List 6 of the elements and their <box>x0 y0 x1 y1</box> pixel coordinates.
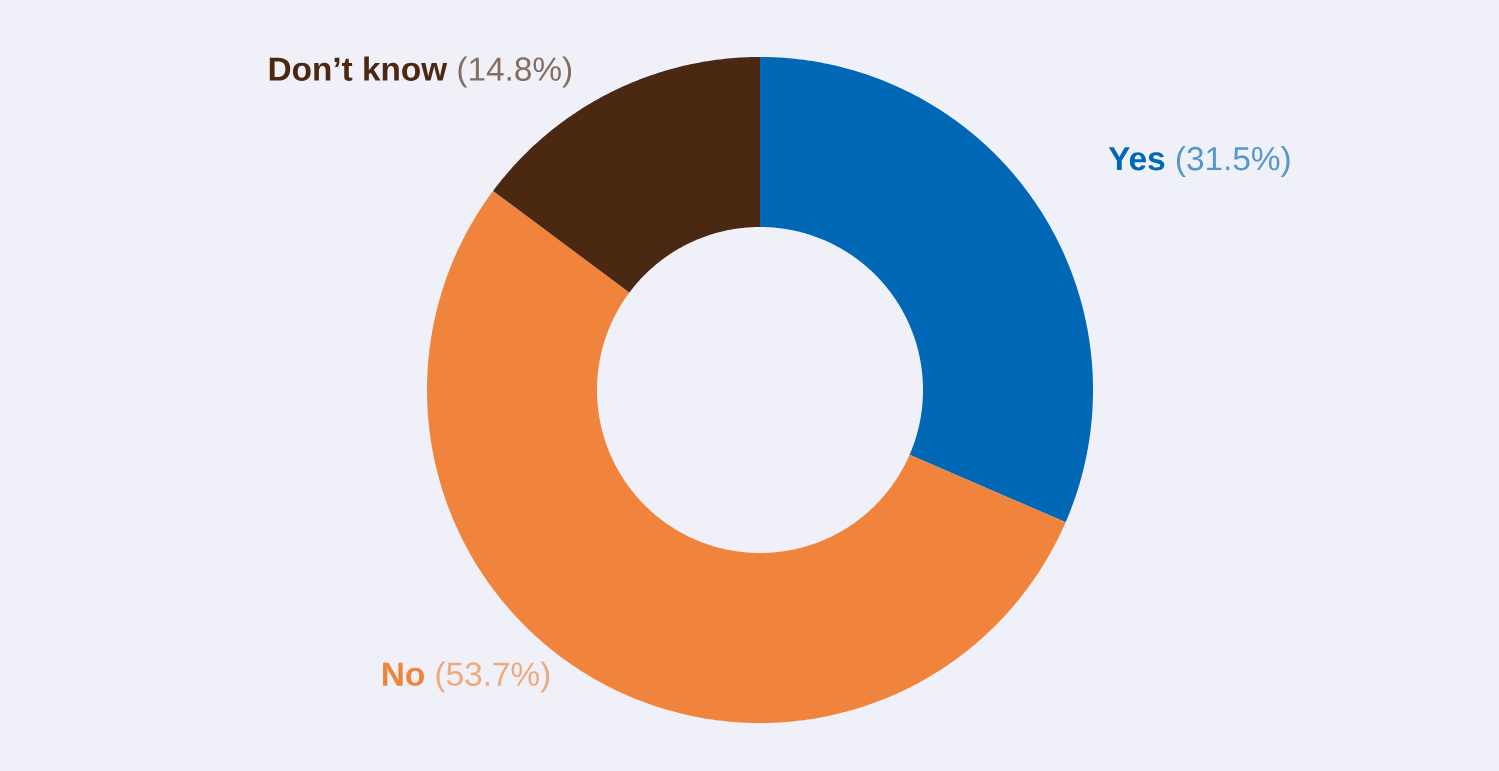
data-label: (53.7%) <box>436 661 550 693</box>
data-label: (14.8%) <box>458 56 572 88</box>
data-label: (31.5%) <box>1176 145 1290 178</box>
slice-label: No <box>383 662 424 686</box>
slice-label: Yes <box>1108 147 1165 171</box>
slice-label: Don’t know <box>269 56 448 81</box>
